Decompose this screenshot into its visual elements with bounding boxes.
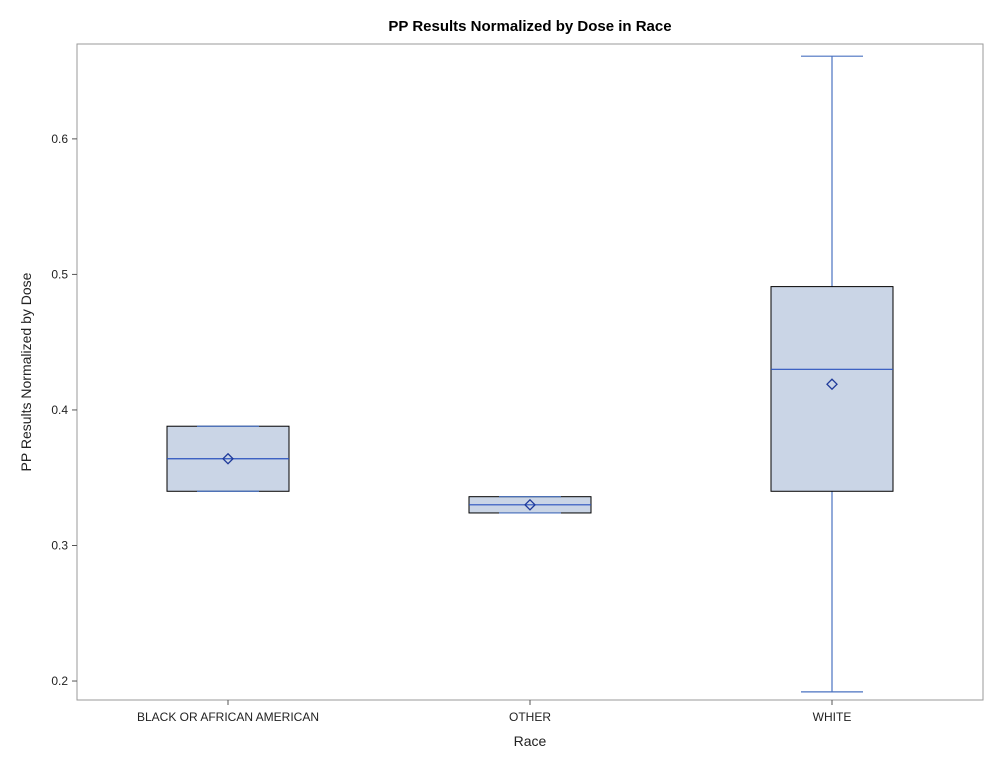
mean-marker <box>524 498 536 511</box>
box-group <box>468 496 592 514</box>
boxes-layer <box>166 55 894 693</box>
box-group <box>166 425 290 492</box>
y-tick-label: 0.5 <box>51 267 68 281</box>
y-tick-label: 0.3 <box>51 538 68 552</box>
y-axis: 0.2 0.3 0.4 0.5 0.6 <box>51 132 77 688</box>
y-axis-label: PP Results Normalized by Dose <box>18 272 34 471</box>
x-tick-label: WHITE <box>813 710 852 724</box>
y-tick-label: 0.2 <box>51 674 68 688</box>
y-tick-label: 0.4 <box>51 403 68 417</box>
y-tick-label: 0.6 <box>51 132 68 146</box>
x-axis-label: Race <box>514 733 547 749</box>
x-tick-label: BLACK OR AFRICAN AMERICAN <box>137 710 319 724</box>
x-tick-label: OTHER <box>509 710 551 724</box>
x-axis: BLACK OR AFRICAN AMERICAN OTHER WHITE <box>137 700 851 724</box>
mean-marker <box>826 378 838 391</box>
chart-title: PP Results Normalized by Dose in Race <box>388 18 671 35</box>
box-group <box>770 55 894 693</box>
mean-marker <box>222 452 234 465</box>
